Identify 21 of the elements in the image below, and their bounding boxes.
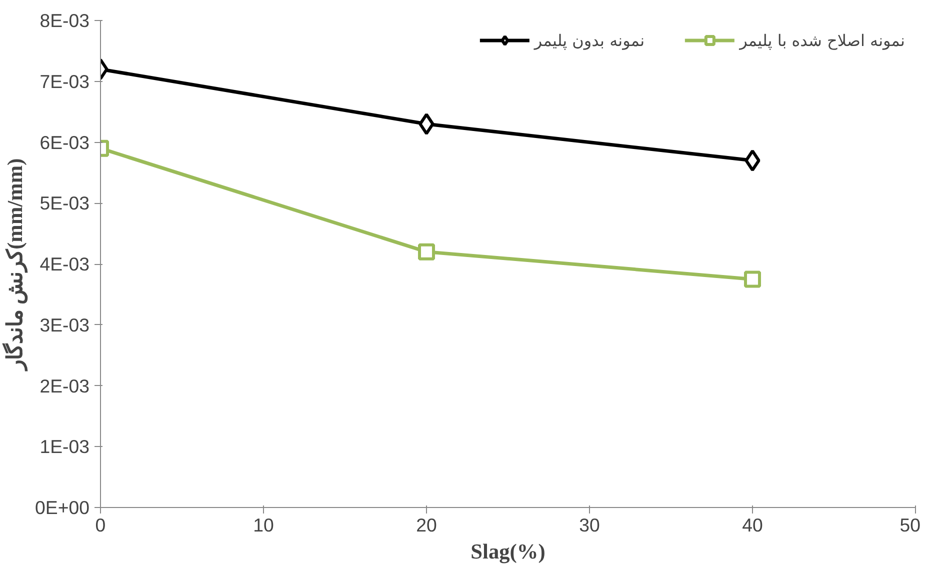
x-tick-label: 40 — [742, 514, 763, 536]
y-tick-label: 1E-03 — [40, 436, 90, 458]
x-tick-label: 30 — [579, 514, 600, 536]
x-tick-label: 20 — [416, 514, 437, 536]
x-axis-title: Slag(%) — [470, 540, 546, 564]
point — [744, 150, 760, 172]
y-tick-label: 7E-03 — [40, 70, 90, 92]
y-tick-label: 2E-03 — [40, 375, 90, 396]
y-axis-title: کرنش ماندگار(mm/mm) — [2, 158, 28, 372]
x-tick-label: 10 — [253, 514, 274, 536]
y-tick-label: 4E-03 — [40, 254, 90, 274]
x-tick-label: 0 — [95, 514, 106, 536]
y-tick-label: 5E-03 — [40, 192, 90, 214]
x-tick-label: 50 — [900, 514, 921, 536]
y-tick-label: 6E-03 — [40, 132, 90, 153]
y-tick-label: 3E-03 — [40, 314, 90, 336]
y-tick-label: 0E+00 — [35, 497, 90, 518]
legend-label: نمونه بدون پلیمر — [534, 30, 645, 50]
y-tick-label: 8E-03 — [40, 10, 90, 31]
legend-label: نمونه اصلاح شده با پلیمر — [740, 30, 905, 50]
point — [744, 270, 761, 288]
